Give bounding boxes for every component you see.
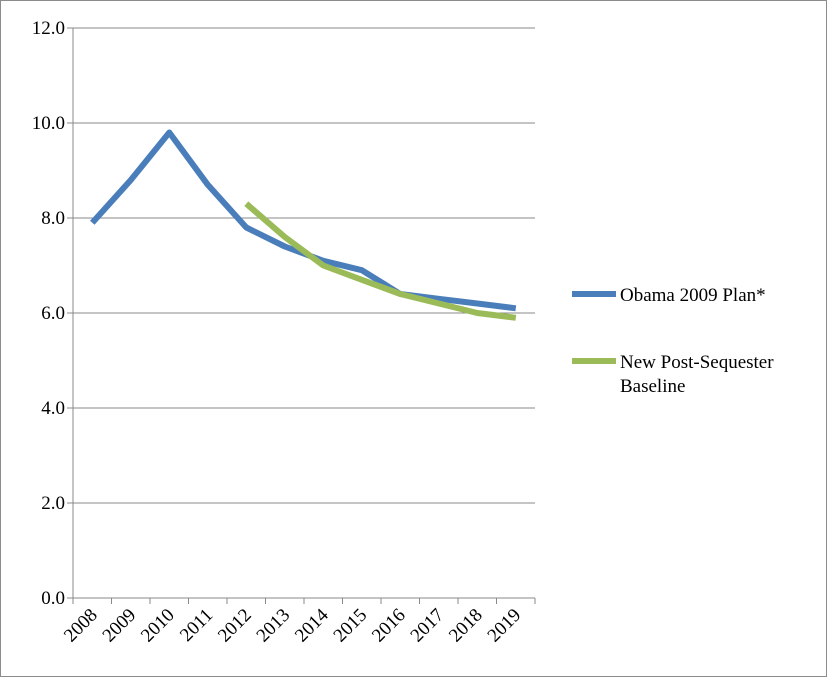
legend-label-1-1: Baseline [620,376,685,397]
series-line-0 [90,129,517,312]
legend: Obama 2009 Plan* New Post-Sequester Baseli… [572,285,774,397]
y-tick-label-5: 10.0 [32,113,65,134]
x-tick-label-2008: 2008 [60,605,102,647]
x-tick-label-2019: 2019 [484,605,526,647]
x-tick-label-2010: 2010 [137,605,179,647]
x-tick-label-2015: 2015 [330,605,372,647]
y-axis-ticks: 0.0 2.0 4.0 6.0 8.0 10.0 12.0 [32,18,73,609]
legend-label-1-0: New Post-Sequester [620,352,774,373]
x-tick-label-2018: 2018 [445,605,487,647]
legend-label-0-0: Obama 2009 Plan* [620,285,766,306]
y-tick-label-4: 8.0 [41,208,65,229]
series-lines [90,129,517,321]
series-line-1 [244,201,517,321]
y-tick-label-6: 12.0 [32,18,65,39]
y-tick-label-2: 4.0 [41,398,65,419]
x-tick-label-2014: 2014 [291,604,333,646]
x-tick-label-2011: 2011 [176,605,217,646]
axes [72,28,535,604]
x-tick-label-2017: 2017 [407,605,449,647]
x-tick-label-2012: 2012 [214,605,256,647]
grid-lines [73,27,535,504]
x-tick-label-2016: 2016 [368,605,410,647]
x-axis-ticks: 2008200920102011201220132014201520162017… [60,598,536,647]
y-tick-label-1: 2.0 [41,493,65,514]
y-tick-label-0: 0.0 [41,588,65,609]
x-tick-label-2013: 2013 [253,605,295,647]
y-tick-label-3: 6.0 [41,303,65,324]
x-tick-label-2009: 2009 [99,605,141,647]
